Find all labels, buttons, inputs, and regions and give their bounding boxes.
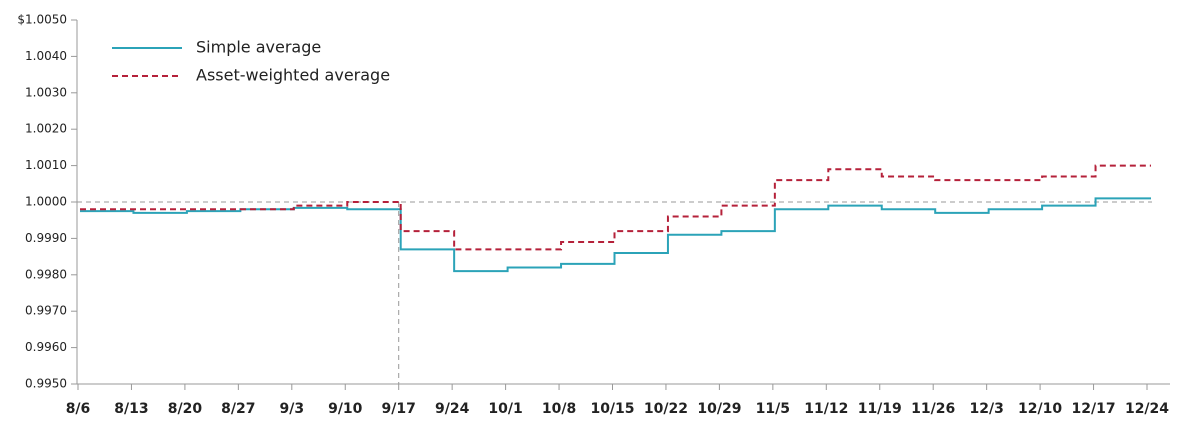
y-tick-label: 1.0000 [25, 195, 67, 209]
x-tick-label: 11/26 [911, 401, 955, 417]
y-tick-label: $1.0050 [17, 13, 67, 27]
y-tick-label: 1.0010 [25, 158, 67, 172]
legend-label: Asset-weighted average [196, 66, 390, 85]
x-tick-label: 10/15 [590, 401, 634, 417]
x-tick-label: 11/5 [756, 401, 790, 417]
legend-label: Simple average [196, 38, 321, 57]
x-tick-label: 8/20 [168, 401, 203, 417]
x-tick-label: 9/10 [328, 401, 363, 417]
x-tick-label: 8/13 [114, 401, 148, 417]
y-tick-label: 0.9970 [25, 304, 67, 318]
y-tick-label: 0.9960 [25, 340, 67, 354]
x-tick-label: 8/6 [66, 401, 91, 417]
x-tick-label: 12/24 [1125, 401, 1169, 417]
x-tick-label: 10/29 [697, 401, 741, 417]
y-tick-label: 0.9990 [25, 231, 67, 245]
series-line [80, 164, 1151, 251]
y-tick-label: 1.0030 [25, 85, 67, 99]
y-tick-label: 1.0020 [25, 122, 67, 136]
x-tick-label: 9/24 [435, 401, 470, 417]
x-tick-label: 9/17 [382, 401, 416, 417]
y-tick-label: 0.9950 [25, 377, 67, 391]
x-tick-label: 10/8 [542, 401, 576, 417]
y-tick-label: 1.0040 [25, 49, 67, 63]
y-tick-label: 0.9980 [25, 267, 67, 281]
x-tick-label: 10/22 [644, 401, 688, 417]
x-tick-label: 11/12 [804, 401, 848, 417]
x-tick-label: 10/1 [488, 401, 522, 417]
x-tick-label: 12/17 [1072, 401, 1116, 417]
x-tick-label: 12/10 [1018, 401, 1062, 417]
x-tick-label: 11/19 [858, 401, 902, 417]
x-tick-label: 9/3 [279, 401, 304, 417]
x-tick-label: 8/27 [221, 401, 255, 417]
x-tick-label: 12/3 [969, 401, 1003, 417]
